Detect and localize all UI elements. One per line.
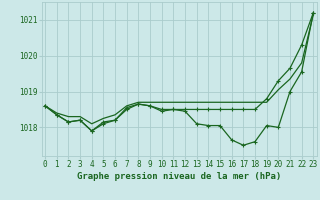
X-axis label: Graphe pression niveau de la mer (hPa): Graphe pression niveau de la mer (hPa) <box>77 172 281 181</box>
